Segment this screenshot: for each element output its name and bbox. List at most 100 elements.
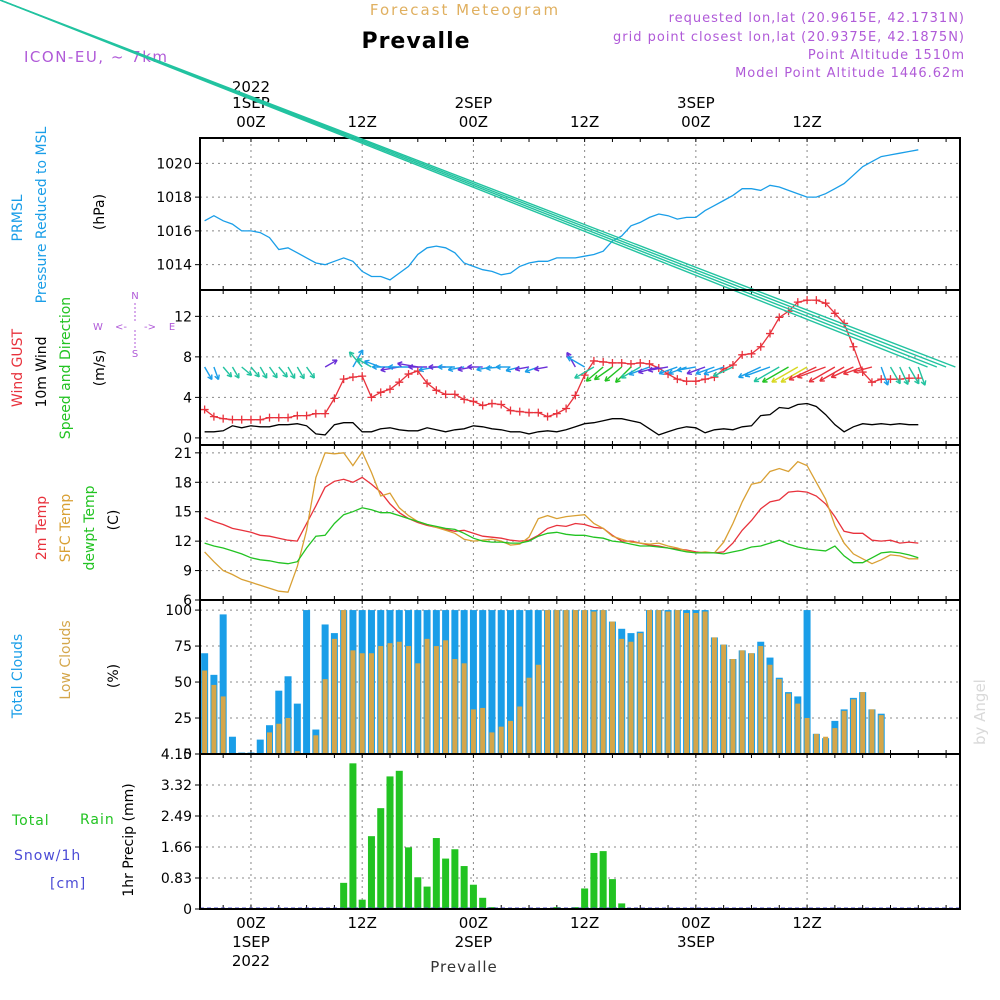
model-altitude: Model Point Altitude 1446.62m — [735, 66, 965, 81]
wind-direction-arrow — [677, 366, 696, 371]
gust-point — [348, 373, 357, 382]
gust-point — [358, 372, 367, 381]
wind-arrowhead — [246, 370, 253, 376]
low-cloud-bar — [424, 638, 430, 754]
wind-direction-arrow — [231, 366, 240, 379]
wind-arrowhead — [364, 359, 370, 366]
wind-arrowhead — [226, 371, 233, 378]
gust-point — [812, 296, 821, 305]
gust-point — [367, 393, 376, 402]
temp-ytick-label: 9 — [183, 564, 192, 580]
low-cloud-bar — [730, 659, 736, 754]
rain-bar — [590, 852, 598, 909]
wind-arrowhead — [647, 366, 654, 373]
total-cloud-bar — [803, 610, 811, 754]
wind-arrowhead — [467, 363, 473, 371]
wind-arrowhead — [668, 369, 674, 375]
wind10-label: 10m Wind — [34, 336, 50, 407]
gust-point — [821, 299, 830, 308]
wind-direction-arrow — [567, 356, 585, 368]
total-label: Total — [11, 813, 50, 829]
gust-point — [209, 412, 218, 421]
wind-arrowhead — [290, 373, 296, 380]
low-cloud-bar — [841, 710, 847, 754]
rain-bar — [618, 903, 626, 909]
clouds-ytick-label: 0 — [183, 747, 192, 763]
low-cloud-bar — [656, 610, 662, 754]
wind-arrowhead — [593, 374, 600, 381]
total-cloud-bar — [284, 676, 292, 754]
wind-arrowhead — [637, 368, 644, 375]
wind-arrowhead — [604, 376, 611, 382]
gust-point — [608, 358, 617, 367]
wind-arrowhead — [853, 367, 859, 374]
gust-point — [460, 395, 469, 404]
wind-direction-arrow — [241, 366, 253, 376]
wind-arrowhead — [371, 363, 378, 371]
low-cloud-bar — [322, 679, 328, 754]
wind-direction-arrow — [585, 366, 604, 382]
low-cloud-bar — [387, 643, 393, 754]
wind-direction-arrow — [604, 366, 623, 382]
wind-direction-arrow — [797, 366, 826, 378]
wind-direction-arrow — [658, 366, 678, 375]
temp-ytick-label: 12 — [174, 534, 192, 550]
low-cloud-bar — [276, 723, 282, 754]
watermark: by Angel — [971, 679, 989, 745]
rain-bar — [423, 886, 431, 909]
bottom-axis-label: 2022 — [232, 952, 270, 970]
gust-label: Wind GUST — [10, 328, 26, 407]
wind-arrowhead — [348, 351, 355, 357]
low-cloud-bar — [591, 611, 597, 754]
low-cloud-bar — [359, 653, 365, 754]
wind-arrowhead — [914, 378, 920, 385]
dewpt-line — [204, 507, 919, 565]
low-cloud-bar — [368, 653, 374, 754]
gust-point — [905, 374, 914, 383]
wind-direction-arrow — [788, 366, 817, 381]
top-axis-label: 2022 — [232, 78, 270, 96]
footer-location: Prevalle — [430, 958, 497, 976]
wind-arrowhead — [585, 376, 592, 382]
gust-point — [293, 411, 302, 420]
rain-bar — [581, 888, 589, 909]
wind-arrowhead — [686, 369, 693, 376]
gust-point — [284, 413, 293, 422]
wind-direction-arrow — [356, 358, 372, 368]
wind-direction-arrow — [738, 366, 762, 378]
clouds-unit: (%) — [106, 664, 122, 688]
wind-arrowhead — [495, 363, 501, 371]
low-cloud-bar — [545, 610, 551, 754]
gust-point — [775, 313, 784, 322]
low-cloud-bar — [739, 650, 745, 754]
wind-arrowhead — [380, 366, 386, 373]
wind-arrowhead — [830, 372, 837, 379]
sfc-temp-line — [204, 450, 919, 593]
temp-ytick-label: 21 — [174, 446, 192, 462]
rain-bar — [432, 838, 440, 909]
low-cloud-bar — [832, 728, 838, 754]
wind-arrowhead — [712, 371, 719, 378]
pressure-ytick-label: 1016 — [156, 224, 192, 240]
wind-direction-arrow — [534, 366, 548, 371]
wind-direction-arrow — [831, 366, 854, 378]
wind-arrowhead — [388, 363, 394, 371]
low-cloud-bar — [285, 718, 291, 754]
wind-direction-arrow — [0, 0, 956, 368]
top-axis-label: 12Z — [570, 113, 599, 131]
wind-arrowhead — [356, 358, 363, 364]
panel-border — [199, 444, 961, 601]
gust-point — [756, 342, 765, 351]
wind-arrowhead — [895, 378, 901, 385]
rose-e: E — [169, 322, 175, 333]
wind-ytick-label: 4 — [183, 390, 192, 406]
snow-label: Snow/1h — [14, 848, 81, 864]
wind-direction-arrow — [853, 366, 873, 373]
total-cloud-bar — [256, 739, 264, 754]
gust-point — [562, 404, 571, 413]
wind-arrowhead — [418, 366, 425, 373]
rain-bar — [460, 866, 468, 909]
gust-point — [766, 329, 774, 338]
wind-direction-arrow — [771, 366, 799, 383]
top-axis-label: 00Z — [681, 113, 710, 131]
